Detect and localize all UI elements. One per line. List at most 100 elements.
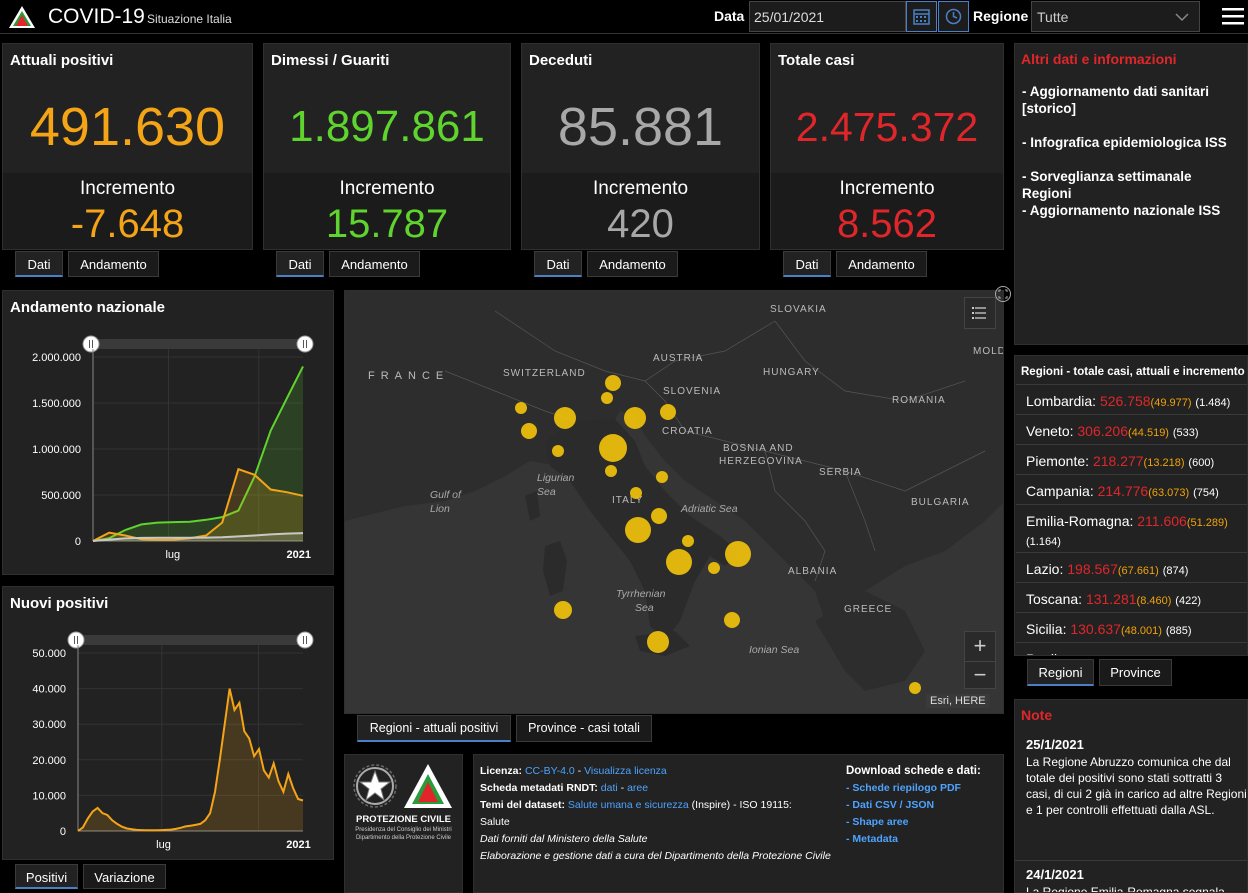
region-bubble[interactable] bbox=[601, 392, 613, 404]
metadata-dati-link[interactable]: dati bbox=[600, 782, 618, 794]
region-bubble[interactable] bbox=[708, 562, 720, 574]
region-row[interactable]: Lazio: 198.567(67.661) (874) bbox=[1016, 552, 1247, 588]
note-panel: Note 25/1/2021 La Regione Abruzzo comuni… bbox=[1014, 699, 1248, 893]
region-row[interactable]: Lombardia: 526.758(49.977) (1.484) bbox=[1016, 384, 1247, 420]
nuovi-positivi-panel: Nuovi positivi 50.000 40.000 30.000 20.000 1… bbox=[2, 586, 334, 860]
tab-andamento-deceduti[interactable]: Andamento bbox=[587, 251, 678, 277]
region-bubble[interactable] bbox=[624, 407, 646, 429]
license-link[interactable]: CC-BY-4.0 bbox=[524, 765, 575, 777]
time-button[interactable] bbox=[938, 1, 969, 32]
region-row[interactable]: Piemonte: 218.277(13.218) (600) bbox=[1016, 444, 1247, 480]
region-bubble[interactable] bbox=[554, 407, 576, 429]
zoom-out-button[interactable]: − bbox=[965, 661, 995, 689]
map-label: BULGARIA bbox=[911, 497, 970, 508]
region-bubble[interactable] bbox=[625, 517, 651, 543]
chart-title: Nuovi positivi bbox=[10, 595, 109, 612]
region-bubble[interactable] bbox=[630, 487, 642, 499]
date-input[interactable] bbox=[749, 1, 906, 32]
range-slider-start-handle[interactable] bbox=[82, 335, 100, 353]
tab-andamento-totale[interactable]: Andamento bbox=[836, 251, 927, 277]
card-title: Deceduti bbox=[529, 52, 593, 69]
card-value: 491.630 bbox=[29, 97, 226, 157]
region-bubble[interactable] bbox=[725, 541, 751, 567]
region-bubble[interactable] bbox=[647, 631, 669, 653]
region-attuali: (51.289) bbox=[1186, 517, 1228, 529]
download-shape-link[interactable]: Shape aree bbox=[852, 816, 909, 828]
tab-province[interactable]: Province bbox=[1099, 659, 1172, 686]
map-label: ITALY bbox=[612, 495, 644, 506]
zoom-in-button[interactable]: + bbox=[973, 633, 987, 658]
temi-link[interactable]: Salute umana e sicurezza bbox=[567, 799, 689, 811]
region-bubble[interactable] bbox=[666, 549, 692, 575]
tab-variazione[interactable]: Variazione bbox=[83, 864, 166, 889]
card-value: 85.881 bbox=[557, 97, 724, 157]
app-subtitle: Situazione Italia bbox=[147, 12, 232, 26]
download-pdf-link[interactable]: Schede riepilogo PDF bbox=[852, 782, 961, 794]
region-row[interactable]: Emilia-Romagna: 211.606(51.289) (1.164) bbox=[1016, 504, 1247, 559]
tab-regioni[interactable]: Regioni bbox=[1027, 659, 1094, 686]
region-row[interactable]: Puglia: bbox=[1016, 642, 1247, 655]
legend-button[interactable] bbox=[964, 297, 996, 329]
y-tick-label: 0 bbox=[75, 536, 81, 548]
link-aggiornamento-dati-sanitari[interactable]: - Aggiornamento dati sanitari [storico] bbox=[1022, 84, 1210, 116]
calendar-button[interactable] bbox=[906, 1, 937, 32]
region-bubble[interactable] bbox=[605, 465, 617, 477]
range-slider-start-handle[interactable] bbox=[67, 631, 85, 649]
metadata-aree-link[interactable]: aree bbox=[627, 782, 649, 794]
link-sorveglianza-regioni[interactable]: - Sorveglianza settimanale Regioni bbox=[1022, 169, 1192, 201]
region-bubble[interactable] bbox=[656, 471, 668, 483]
tab-dati-totale[interactable]: Dati bbox=[783, 251, 831, 277]
fullscreen-icon[interactable] bbox=[994, 285, 1012, 303]
region-bubble[interactable] bbox=[682, 535, 694, 547]
region-bubble[interactable] bbox=[599, 434, 627, 462]
sea-label: Tyrrhenian bbox=[616, 588, 666, 600]
sea-label: Sea bbox=[537, 486, 556, 498]
range-slider-end-handle[interactable] bbox=[296, 631, 314, 649]
italy-map[interactable]: SLOVAKIA AUSTRIA MOLD FRANCE SWITZERLAND… bbox=[344, 290, 1004, 714]
list-icon bbox=[972, 307, 986, 319]
region-bubble[interactable] bbox=[521, 423, 537, 439]
map-attribution: Esri, HERE bbox=[926, 694, 990, 708]
region-increment: (874) bbox=[1162, 565, 1189, 577]
region-bubble[interactable] bbox=[552, 445, 564, 457]
range-slider-track[interactable] bbox=[78, 635, 303, 645]
tab-regioni-attuali-positivi[interactable]: Regioni - attuali positivi bbox=[357, 715, 511, 742]
hamburger-menu-icon[interactable] bbox=[1222, 6, 1244, 26]
region-row[interactable]: Veneto: 306.206(44.519) (533) bbox=[1016, 414, 1247, 450]
download-csv-link[interactable]: Dati CSV / JSON bbox=[852, 799, 935, 811]
map-label: CROATIA bbox=[662, 426, 713, 437]
download-metadata-link[interactable]: Metadata bbox=[852, 833, 898, 845]
y-tick-label: 10.000 bbox=[32, 790, 66, 802]
map-label: GREECE bbox=[844, 604, 893, 615]
region-bubble[interactable] bbox=[515, 402, 527, 414]
chart-title: Andamento nazionale bbox=[10, 299, 166, 316]
region-bubble[interactable] bbox=[660, 404, 676, 420]
region-row[interactable]: Campania: 214.776(63.073) (754) bbox=[1016, 474, 1247, 510]
map-label: SLOVENIA bbox=[663, 386, 722, 397]
tab-dati-deceduti[interactable]: Dati bbox=[534, 251, 582, 277]
note-text: La Regione Emilia-Romagna segnala bbox=[1026, 885, 1225, 893]
region-bubble[interactable] bbox=[909, 682, 921, 694]
region-attuali: (49.977) bbox=[1150, 397, 1192, 409]
region-bubble[interactable] bbox=[724, 612, 740, 628]
region-bubble[interactable] bbox=[605, 375, 621, 391]
link-infografica-iss[interactable]: - Infografica epidemiologica ISS bbox=[1022, 135, 1227, 150]
tab-andamento-attuali[interactable]: Andamento bbox=[68, 251, 159, 277]
region-bubble[interactable] bbox=[651, 508, 667, 524]
tab-positivi[interactable]: Positivi bbox=[15, 864, 78, 889]
region-select[interactable]: Tutte bbox=[1031, 1, 1200, 32]
range-slider-track[interactable] bbox=[93, 339, 303, 349]
range-slider-end-handle[interactable] bbox=[296, 335, 314, 353]
region-row[interactable]: Sicilia: 130.637(48.001) (885) bbox=[1016, 612, 1247, 648]
x-tick-label: lug bbox=[156, 839, 171, 851]
link-aggiornamento-nazionale-iss[interactable]: - Aggiornamento nazionale ISS bbox=[1022, 203, 1221, 218]
region-bubble[interactable] bbox=[554, 601, 572, 619]
series-area bbox=[93, 469, 303, 541]
tab-dati-guariti[interactable]: Dati bbox=[276, 251, 324, 277]
region-row[interactable]: Toscana: 131.281(8.460) (422) bbox=[1016, 582, 1247, 618]
protezione-civile-triangle-icon bbox=[404, 764, 452, 808]
tab-province-casi-totali[interactable]: Province - casi totali bbox=[516, 715, 652, 742]
view-license-link[interactable]: Visualizza licenza bbox=[584, 765, 667, 777]
tab-dati-attuali[interactable]: Dati bbox=[15, 251, 63, 277]
tab-andamento-guariti[interactable]: Andamento bbox=[329, 251, 420, 277]
